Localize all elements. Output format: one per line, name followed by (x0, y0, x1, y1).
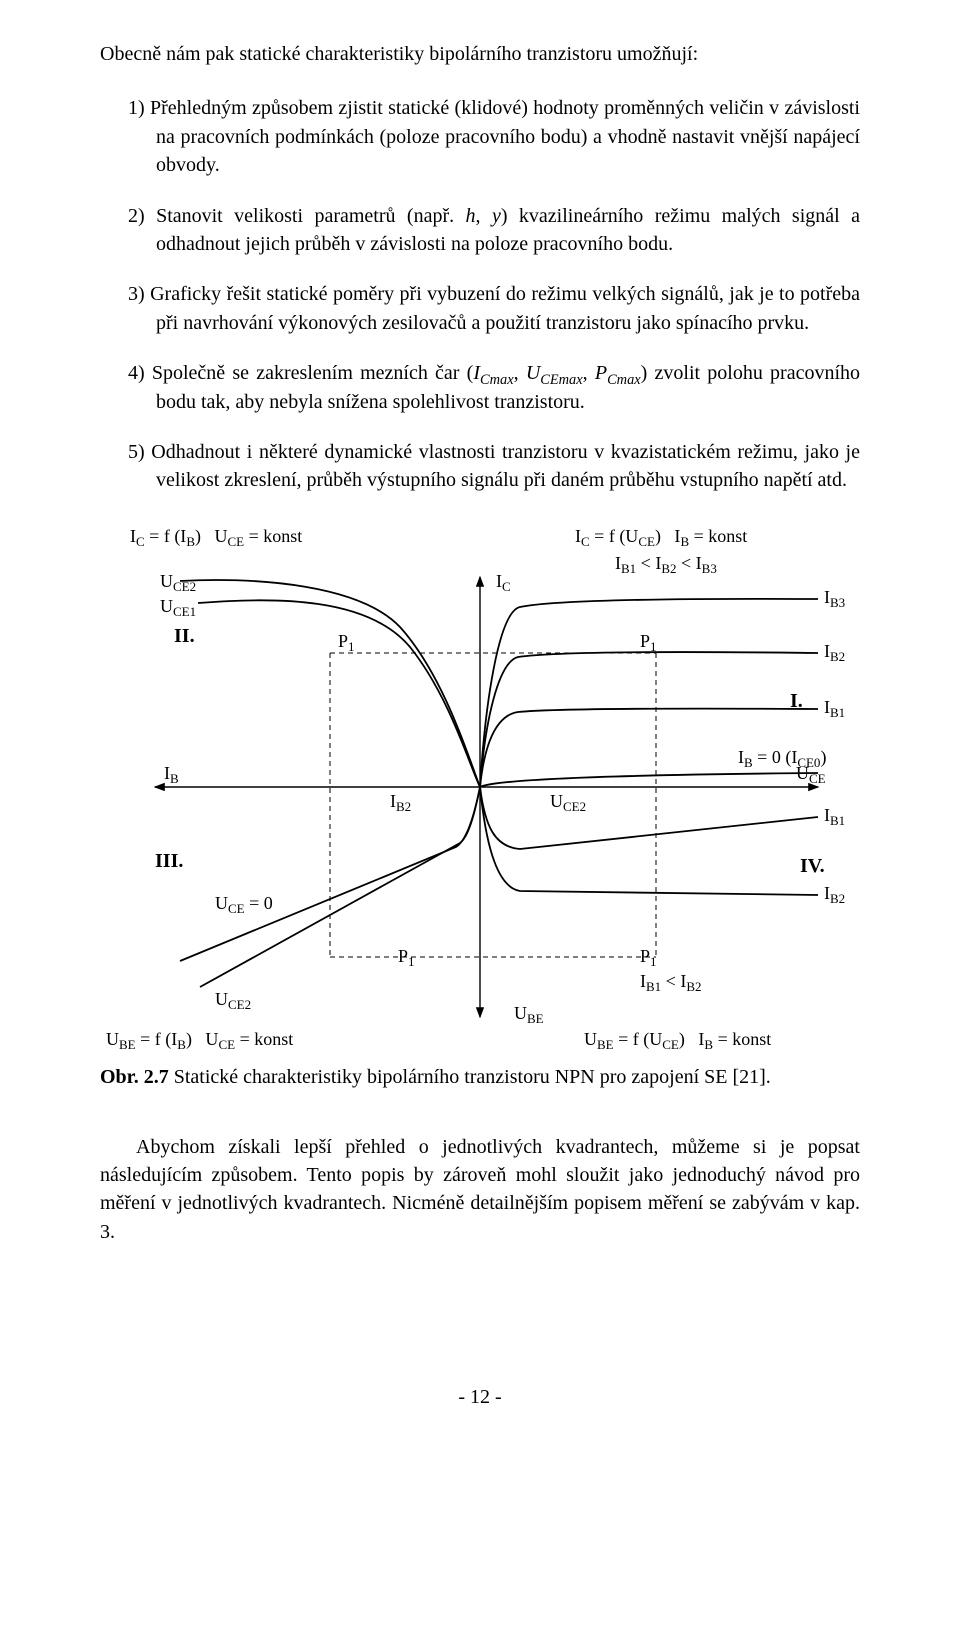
figure-caption-text: Statické charakteristiky bipolárního tra… (169, 1066, 771, 1088)
svg-text:UCE = 0: UCE = 0 (215, 893, 273, 916)
svg-text:III.: III. (155, 850, 183, 872)
list-item-4-part-a: 4) Společně se zakreslením mezních čar ( (128, 362, 473, 384)
list-item-4: 4) Společně se zakreslením mezních čar (… (128, 359, 860, 416)
svg-text:IC = f (UCE) IB = konst: IC = f (UCE) IB = konst (575, 526, 747, 549)
page-number: - 12 - (100, 1386, 860, 1409)
list-item-4-ucemax-sub: CEmax (540, 372, 582, 388)
list-item-2-h: h (466, 205, 476, 227)
svg-text:UCE2: UCE2 (160, 571, 196, 594)
svg-text:IC = f (IB) UCE = konst: IC = f (IB) UCE = konst (130, 526, 302, 549)
svg-text:P1: P1 (338, 631, 355, 654)
svg-text:IB1 < IB2: IB1 < IB2 (640, 971, 702, 994)
svg-text:UCE2: UCE2 (550, 791, 586, 814)
list-item-4-ucemax-u: U (526, 362, 540, 384)
list-item-4-pcmax-sub: Cmax (607, 372, 641, 388)
list-item-4-icmax-sub: Cmax (480, 372, 514, 388)
svg-text:IB1: IB1 (824, 805, 845, 828)
svg-text:UBE = f (UCE) IB = konst: UBE = f (UCE) IB = konst (584, 1029, 771, 1052)
svg-text:UBE: UBE (514, 1003, 544, 1026)
svg-text:UCE2: UCE2 (215, 989, 251, 1012)
page-root: Obecně nám pak statické charakteristiky … (0, 0, 960, 1459)
svg-text:P1: P1 (640, 631, 657, 654)
list-item-2: 2) Stanovit velikosti parametrů (např. h… (128, 202, 860, 259)
svg-text:IB = 0 (ICE0): IB = 0 (ICE0) (738, 747, 826, 770)
svg-text:IV.: IV. (800, 855, 825, 877)
figure-wrapper: IC UBE IB UCE IC = f (IB) UCE = konst IC… (100, 517, 860, 1062)
svg-text:P1: P1 (640, 946, 657, 969)
transistor-characteristics-diagram: IC UBE IB UCE IC = f (IB) UCE = konst IC… (100, 517, 860, 1057)
list-item-2-part-a: 2) Stanovit velikosti parametrů (např. (128, 205, 466, 227)
svg-text:UBE = f (IB) UCE = konst: UBE = f (IB) UCE = konst (106, 1029, 293, 1052)
list-item-2-y: y (492, 205, 501, 227)
svg-text:IB2: IB2 (824, 641, 845, 664)
list-item-2-part-b: , (476, 205, 492, 227)
svg-text:IB3: IB3 (824, 587, 845, 610)
svg-text:IB1: IB1 (824, 697, 845, 720)
list-item-4-comma2: , (583, 362, 595, 384)
list-item-4-icmax-i: I (473, 362, 480, 384)
list-item-3: 3) Graficky řešit statické poměry při vy… (128, 280, 860, 337)
svg-text:IB1 < IB2 < IB3: IB1 < IB2 < IB3 (615, 553, 717, 576)
svg-text:IB2: IB2 (390, 791, 411, 814)
svg-text:P1: P1 (398, 946, 415, 969)
intro-paragraph: Obecně nám pak statické charakteristiky … (100, 40, 860, 68)
svg-text:IB2: IB2 (824, 883, 845, 906)
svg-text:II.: II. (174, 625, 195, 647)
svg-text:UCE1: UCE1 (160, 596, 196, 619)
list-item-4-comma1: , (514, 362, 526, 384)
list-block: 1) Přehledným způsobem zjistit statické … (100, 94, 860, 494)
bottom-paragraph: Abychom získali lepší přehled o jednotli… (100, 1133, 860, 1247)
figure-caption: Obr. 2.7 Statické charakteristiky bipolá… (100, 1066, 860, 1089)
svg-text:IB: IB (164, 763, 179, 786)
list-item-5: 5) Odhadnout i některé dynamické vlastno… (128, 438, 860, 495)
list-item-4-pcmax-p: P (595, 362, 607, 384)
figure-caption-label: Obr. 2.7 (100, 1066, 169, 1088)
list-item-1: 1) Přehledným způsobem zjistit statické … (128, 94, 860, 179)
svg-text:IC: IC (496, 571, 511, 594)
